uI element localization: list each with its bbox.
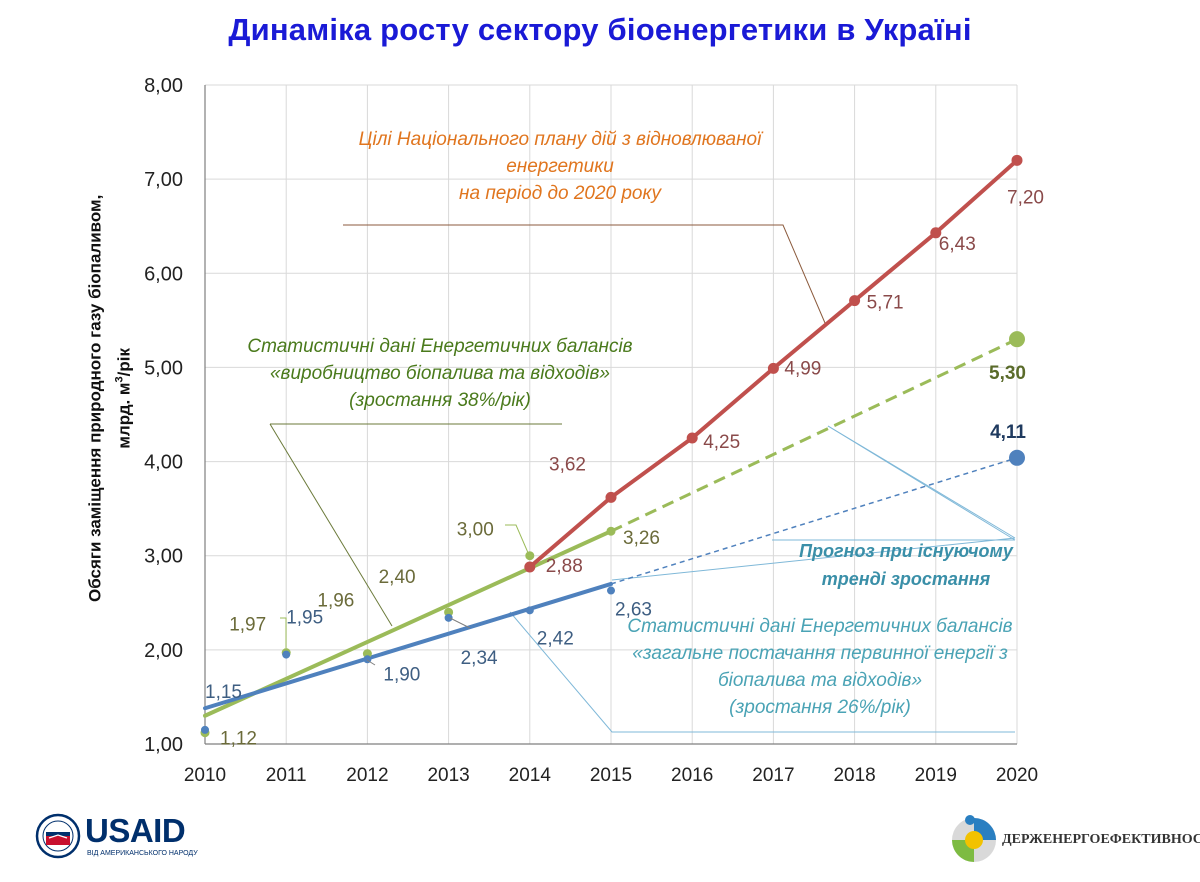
plan-point [849,295,861,307]
supply-data-label: 1,95 [286,608,323,629]
plan-point [605,491,617,503]
supply-point [444,613,453,622]
dee-emblem-icon [952,815,996,862]
production-data-label: 3,26 [623,528,660,549]
production-forecast-label: 5,30 [989,363,1026,384]
supply-annotation: (зростання 26%/рік) [729,697,911,718]
plan-annotation: на період до 2020 року [459,183,662,204]
plan-data-label: 5,71 [867,293,904,314]
usaid-seal-icon [35,813,81,859]
y-tick-label: 5,00 [144,357,183,379]
x-tick-label: 2014 [509,765,552,786]
y-tick-label: 6,00 [144,263,183,285]
plan-callout-leader [343,224,826,324]
production-callout-leader [269,423,393,627]
production-data-label: 1,12 [220,729,257,750]
production-forecast-point [1009,331,1025,348]
plan-data-label: 2,88 [546,556,583,577]
x-tick-label: 2017 [752,765,794,786]
x-tick-label: 2018 [833,765,875,786]
x-tick-label: 2011 [266,765,307,786]
production-point [606,526,616,536]
plan-data-label: 4,25 [703,432,740,453]
dee-logo: ДЕРЖЕНЕРГОЕФЕКТИВНОСТІ [948,806,1200,870]
plan-annotation: енергетики [506,156,614,177]
usaid-tagline: ВІД АМЕРИКАНСЬКОГО НАРОДУ [87,850,198,857]
usaid-wordmark: USAID [85,812,186,849]
plan-data-label: 4,99 [784,358,821,379]
production-data-label: 3,00 [457,520,494,541]
x-tick-label: 2013 [427,765,469,786]
usaid-logo: USAID ВІД АМЕРИКАНСЬКОГО НАРОДУ [35,806,235,866]
supply-data-label: 2,42 [537,628,574,649]
supply-point [282,650,291,659]
plan-data-label: 7,20 [1007,187,1044,208]
plan-data-label: 6,43 [939,234,976,255]
supply-label-connector [449,617,471,629]
x-tick-label: 2016 [671,765,713,786]
plan-point [686,432,698,444]
production-point [525,551,535,561]
plan-point [524,561,536,573]
production-trend-line [203,529,613,718]
supply-callout-leader [509,611,1015,733]
chart-title: Динаміка росту сектору біоенергетики в У… [228,12,972,47]
x-tick-label: 2015 [590,765,632,786]
supply-data-label: 1,90 [383,664,420,685]
production-data-label: 1,96 [317,591,354,612]
x-tick-label: 2012 [346,765,388,786]
supply-annotation: Статистичні дані Енергетичних балансів [627,616,1012,637]
supply-trend-line [203,581,613,711]
y-tick-label: 7,00 [144,169,183,191]
forecast-annotation: тренді зростання [822,569,991,589]
supply-data-label: 2,63 [615,600,652,621]
supply-forecast-point [1009,449,1025,466]
y-tick-label: 4,00 [144,452,183,474]
y-tick-label: 2,00 [144,640,183,662]
production-annotation: Статистичні дані Енергетичних балансів [247,336,632,357]
forecast-annotation: Прогноз при існуючому [799,541,1014,561]
supply-annotation: біопалива та відходів» [718,670,922,691]
production-data-label: 1,97 [229,615,266,636]
supply-forecast-line [610,457,1018,585]
plan-point [930,227,942,239]
supply-forecast-label: 4,11 [990,422,1026,443]
y-tick-label: 1,00 [144,734,183,756]
production-annotation: (зростання 38%/рік) [349,390,531,411]
y-tick-label: 8,00 [144,75,183,97]
production-point [444,607,454,617]
y-axis-label: Обсяги заміщення природного газу біопали… [84,118,137,678]
supply-point [201,725,209,734]
forecast-callout-leader [611,537,1016,581]
plan-data-label: 3,62 [549,454,586,475]
supply-annotation: «загальне постачання первинної енергії з [632,643,1008,664]
plan-annotation: Цілі Національного плану дій з відновлюв… [359,129,764,150]
supply-point [607,586,615,595]
x-tick-label: 2019 [915,765,957,786]
dee-wordmark: ДЕРЖЕНЕРГОЕФЕКТИВНОСТІ [1002,832,1200,847]
y-axis-label-line2: млрд. м3/рік [113,348,134,449]
x-tick-label: 2020 [996,765,1038,786]
production-label-connector [505,524,530,556]
production-annotation: «виробництво біопалива та відходів» [270,363,610,384]
production-label-connector [280,617,287,648]
forecast-callout-leader [827,425,1016,541]
supply-data-label: 1,15 [205,682,242,703]
supply-point [525,606,534,615]
plan-point [767,362,779,374]
production-point [362,649,372,659]
plan-point [1011,154,1023,166]
production-data-label: 2,40 [379,567,416,588]
supply-label-connector [366,659,376,666]
x-tick-label: 2010 [184,765,226,786]
y-tick-label: 3,00 [144,546,183,568]
y-axis-label-line1: Обсяги заміщення природного газу біопали… [85,194,105,603]
supply-data-label: 2,34 [461,648,498,669]
